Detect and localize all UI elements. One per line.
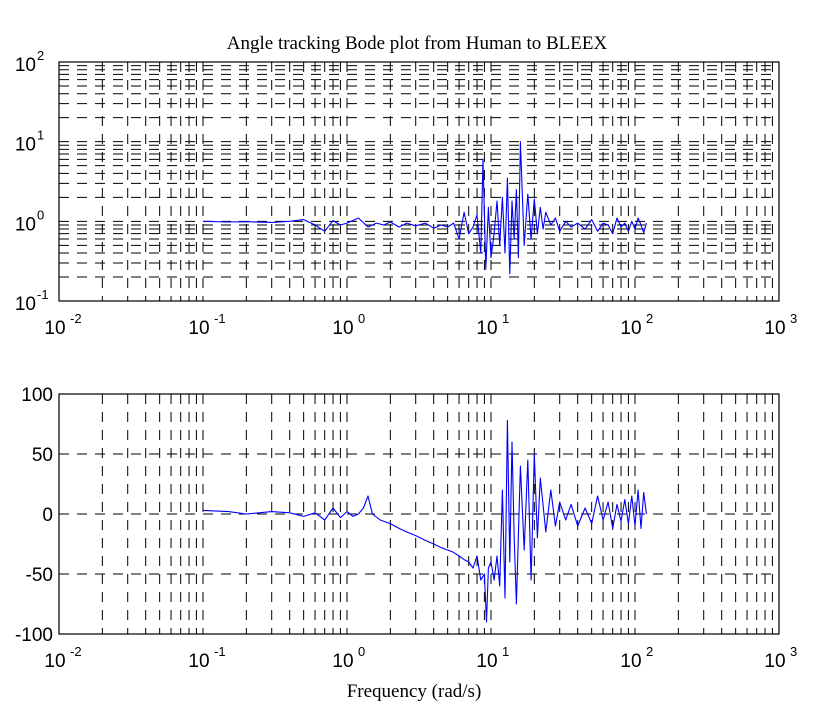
y-tick-exponent: 0 xyxy=(37,207,44,222)
x-tick-label: 10 xyxy=(44,318,65,339)
y-tick-label: 10 xyxy=(15,55,36,76)
magnitude-series-line xyxy=(202,141,647,275)
x-tick-label: 10 xyxy=(332,318,353,339)
x-tick-label: 10 xyxy=(620,318,641,339)
x-tick-label: 10 xyxy=(188,318,209,339)
x-tick-exponent: 0 xyxy=(358,644,365,659)
x-tick-label: 10 xyxy=(764,318,785,339)
y-tick-exponent: -1 xyxy=(37,287,49,302)
y-tick-label: 10 xyxy=(15,214,36,235)
y-tick-exponent: 2 xyxy=(37,48,44,63)
x-tick-exponent: -1 xyxy=(214,311,226,326)
y-tick-label: -50 xyxy=(26,565,53,586)
phase-axes-frame xyxy=(58,393,780,635)
y-tick-label: 50 xyxy=(32,445,53,466)
phase-y-tick-labels: -100 -50 0 50 100 xyxy=(15,385,53,646)
phase-x-tick-labels: 10 -2 10 -1 10 0 10 1 10 2 10 3 xyxy=(44,644,797,672)
x-tick-exponent: 2 xyxy=(646,644,653,659)
x-tick-label: 10 xyxy=(476,651,497,672)
phase-grid xyxy=(59,394,779,634)
x-tick-label: 10 xyxy=(44,651,65,672)
y-tick-exponent: 1 xyxy=(37,128,44,143)
magnitude-axes-frame xyxy=(58,61,780,302)
x-tick-exponent: 1 xyxy=(502,311,509,326)
x-tick-exponent: 0 xyxy=(358,311,365,326)
phase-series-line xyxy=(202,419,647,623)
magnitude-grid xyxy=(59,62,779,301)
x-tick-label: 10 xyxy=(620,651,641,672)
x-tick-exponent: 1 xyxy=(502,644,509,659)
x-tick-exponent: 3 xyxy=(790,311,797,326)
y-tick-label: 0 xyxy=(42,505,53,526)
x-tick-exponent: -2 xyxy=(70,644,82,659)
x-tick-exponent: -1 xyxy=(214,644,226,659)
magnitude-series xyxy=(202,141,647,275)
figure-title: Angle tracking Bode plot from Human to B… xyxy=(227,33,608,54)
x-tick-exponent: 3 xyxy=(790,644,797,659)
phase-series xyxy=(202,419,647,623)
y-tick-label: -100 xyxy=(15,625,53,646)
x-tick-label: 10 xyxy=(476,318,497,339)
y-tick-label: 10 xyxy=(15,135,36,156)
y-tick-label: 100 xyxy=(21,385,53,406)
y-tick-label: 10 xyxy=(15,294,36,315)
x-axis-label: Frequency (rad/s) xyxy=(347,681,482,702)
x-tick-exponent: 2 xyxy=(646,311,653,326)
x-tick-label: 10 xyxy=(332,651,353,672)
x-tick-label: 10 xyxy=(764,651,785,672)
magnitude-x-tick-labels: 10 -2 10 -1 10 0 10 1 10 2 10 3 xyxy=(44,311,797,339)
x-tick-label: 10 xyxy=(188,651,209,672)
x-tick-exponent: -2 xyxy=(70,311,82,326)
